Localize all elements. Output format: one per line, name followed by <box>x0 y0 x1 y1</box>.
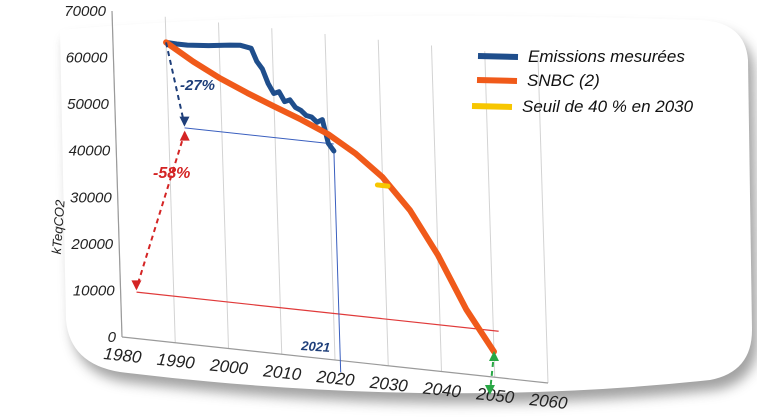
arrow-58-percent <box>135 132 186 289</box>
y-tick-label-70000: 70000 <box>64 3 106 20</box>
arrow-zero-head-down <box>484 384 495 395</box>
legend-swatch-0 <box>477 53 519 60</box>
annotation-27-percent: -27% <box>180 77 215 94</box>
series-line-seuil-de-40-en-2030 <box>374 182 391 189</box>
y-tick-label-40000: 40000 <box>69 143 111 160</box>
y-axis-label: kTeqCO2 <box>49 199 68 255</box>
x-tick-label-2030: 2030 <box>368 373 409 396</box>
reference-line-current-level <box>184 127 334 145</box>
x-gridline-2010 <box>271 28 283 355</box>
arrow-zero-head-up <box>489 351 500 362</box>
legend-label-1: SNBC (2) <box>527 71 600 90</box>
x-tick-label-2010: 2010 <box>262 361 303 384</box>
x-tick-label-1980: 1980 <box>103 344 143 367</box>
x-gridline-2020 <box>324 33 336 361</box>
y-tick-label-0: 0 <box>108 329 117 346</box>
x-gridline-2040 <box>431 45 442 372</box>
legend-label-0: Emissions mesurées <box>528 47 685 66</box>
annotation-58-percent: -58% <box>153 165 190 182</box>
legend-label-2: Seuil de 40 % en 2030 <box>522 97 694 116</box>
arrow-58-head-down <box>131 280 142 291</box>
x-tick-label-2050: 2050 <box>475 384 516 407</box>
arrow-zero-target <box>488 352 496 394</box>
arrow-27-head <box>179 116 190 127</box>
x-tick-label-1990: 1990 <box>156 350 196 373</box>
y-tick-label-50000: 50000 <box>67 96 109 113</box>
reference-line-2021 <box>333 150 342 373</box>
series-line-snbc-2 <box>163 39 497 355</box>
plot-area: 0 10000 20000 30000 40000 50000 60000 70000 1980… <box>49 3 694 413</box>
x-axis-line <box>121 336 549 384</box>
legend-swatch-2 <box>471 103 513 110</box>
x-gridline-2060 <box>537 56 549 384</box>
reference-line-target-level <box>136 291 499 332</box>
y-tick-label-10000: 10000 <box>73 282 115 299</box>
legend-swatch-1 <box>476 77 518 84</box>
x-tick-label-2020: 2020 <box>315 367 356 390</box>
y-axis-line <box>111 10 123 338</box>
y-tick-label-30000: 30000 <box>70 189 112 206</box>
x-tick-label-2060: 2060 <box>528 390 569 413</box>
x-gridline-2030 <box>377 39 389 366</box>
arrow-58-head-up <box>179 130 190 141</box>
x-tick-label-2040: 2040 <box>421 379 462 402</box>
series-line-emissions-mesur-es <box>163 39 337 154</box>
x-tick-label-2000: 2000 <box>208 356 249 379</box>
y-tick-label-60000: 60000 <box>66 50 108 67</box>
annotation-year-2021: 2021 <box>300 338 331 355</box>
y-tick-label-20000: 20000 <box>70 236 113 253</box>
